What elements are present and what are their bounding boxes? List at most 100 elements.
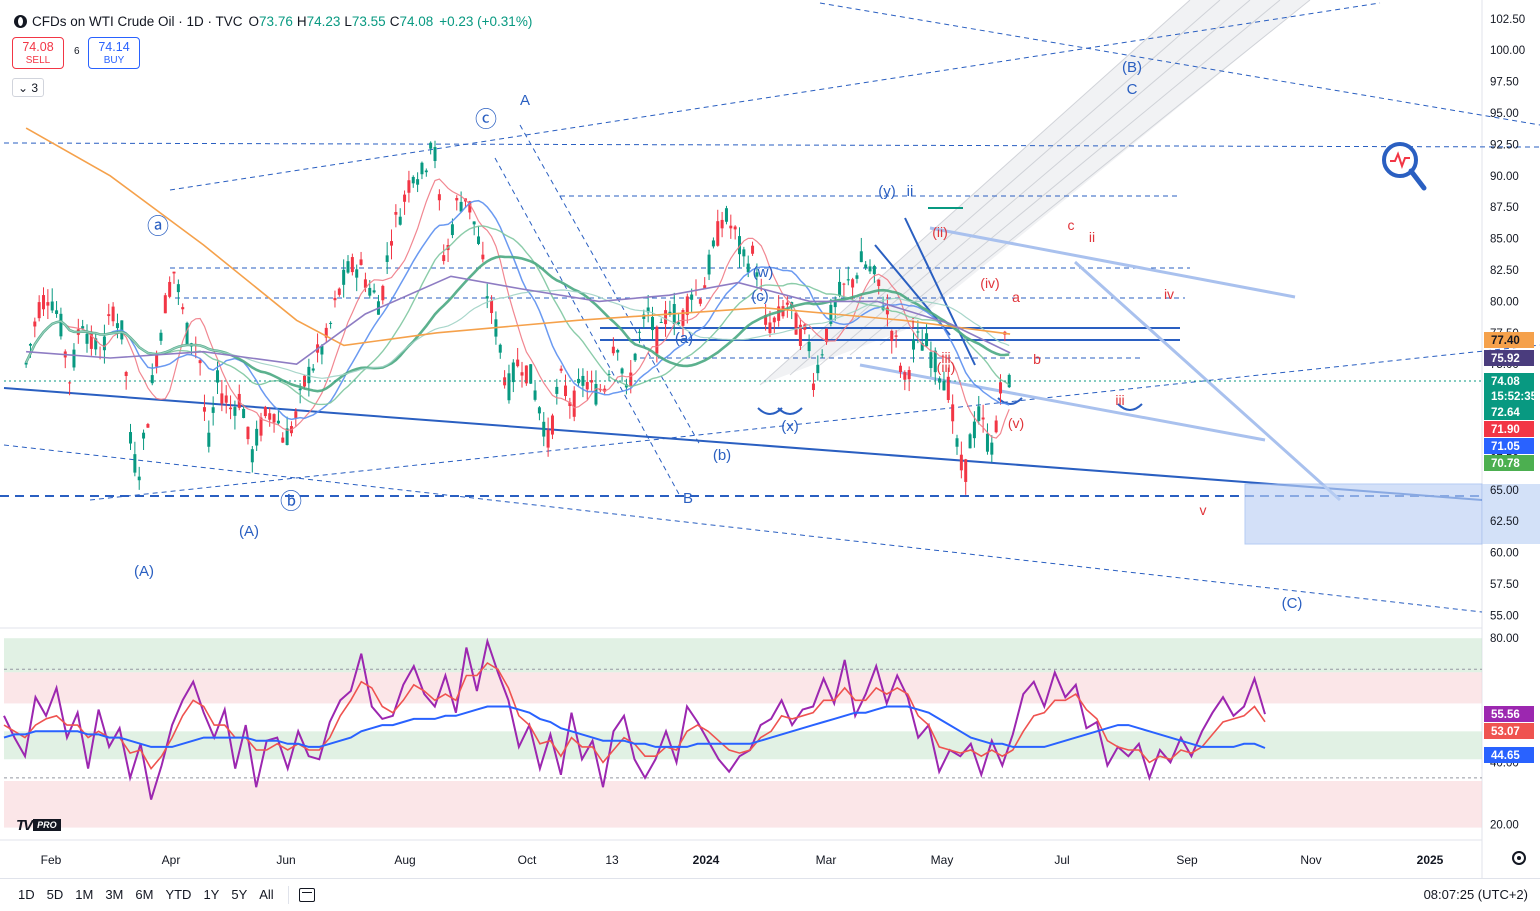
price-tick-label: 80.00 [1490,296,1519,308]
candle-body [707,254,711,275]
clock-display[interactable]: 08:07:25 (UTC+2) [1423,887,1528,902]
candle-body [925,333,929,347]
rsi-tick-label: 20.00 [1490,819,1519,831]
chart-header: CFDs on WTI Crude Oil · 1D · TVC O 73.76 … [14,11,534,31]
candle-body [724,208,728,222]
candle-body [255,428,259,446]
candle-body [285,428,289,446]
candle-body [294,411,298,418]
candle-body [611,346,615,354]
candle-body [28,343,32,346]
candle-body [637,331,641,333]
candle-body [168,281,172,297]
candle-body [585,382,589,390]
price-tick-label: 82.50 [1490,265,1519,277]
timeframe-1m[interactable]: 1M [75,887,94,902]
candle-body [329,322,333,324]
bottom-toolbar: 1D 5D 1M 3M 6M YTD 1Y 5Y All 08:07:25 (U… [0,878,1540,910]
candle-body [429,142,433,149]
candle-body [620,368,624,374]
gear-icon[interactable] [1512,851,1526,865]
calendar-icon[interactable] [298,887,315,902]
candle-body [372,290,376,293]
candle-body [259,417,263,436]
chart-canvas[interactable]: (B)CAB(A)(A)(C)(y) ii(w)(c)(a)(x)(b)ⓒⓐⓑci… [0,0,1540,878]
timeframe-1d[interactable]: 1D [18,887,35,902]
rsi-tick-label: 80.00 [1490,633,1519,645]
candle-body [50,301,54,311]
candle-body [390,241,394,246]
wave-label-red: a [1012,289,1020,305]
candle-body [798,324,802,346]
sell-price: 74.08 [22,40,54,54]
candle-body [89,331,93,349]
candles-group [24,140,1011,495]
timeframe-6m[interactable]: 6M [135,887,154,902]
time-tick-label: Jul [1054,853,1069,867]
candle-body [163,295,167,314]
candle-body [577,378,581,384]
light-channel-top [929,226,1296,299]
price-tick-label: 97.50 [1490,77,1519,89]
symbol-logo-icon [14,14,27,28]
ma-purple [26,275,1011,366]
time-tick-label: Nov [1300,853,1321,867]
price-badge-text: 71.90 [1491,424,1520,436]
candle-body [320,345,324,355]
price-tick-label: 62.50 [1490,516,1519,528]
time-tick-label: Mar [816,853,837,867]
candle-body [964,459,968,482]
candle-body [864,264,868,268]
time-tick-label: May [931,853,954,867]
candle-body [229,407,233,410]
symbol-title[interactable]: CFDs on WTI Crude Oil · 1D · TVC [32,13,243,29]
timeframe-1y[interactable]: 1Y [203,887,220,902]
price-badge-text: 71.05 [1491,441,1520,453]
candle-body [999,382,1003,394]
candle-body [955,438,959,447]
dashed-lower-channel [3,444,1483,613]
candle-body [59,313,63,337]
candle-body [920,342,924,351]
candle-body [651,316,655,331]
candle-body [990,442,994,455]
candle-body [877,279,881,287]
candle-body [459,201,463,212]
target-box [1244,483,1483,545]
price-tick-label: 100.00 [1490,45,1525,57]
candle-body [450,224,454,236]
timeframe-ytd[interactable]: YTD [165,887,192,902]
candle-body [903,372,907,380]
timeframe-3m[interactable]: 3M [105,887,124,902]
candle-body [485,296,489,299]
regression-channel [760,0,1310,385]
rsi-badge [1484,706,1534,722]
candle-body [720,219,724,229]
candle-body [102,336,106,351]
candle-body [220,393,224,404]
channel-line [789,0,1221,376]
candle-body [994,420,998,433]
buy-button[interactable]: 74.14 BUY [88,37,140,69]
candle-body [176,284,180,293]
sell-button[interactable]: 74.08 SELL [12,37,64,69]
candle-body [159,332,163,341]
price-tick-label: 90.00 [1490,171,1519,183]
ma-blue [25,199,1010,421]
candle-body [142,432,146,439]
wave-label-red: (iii) [937,359,956,375]
buy-label: BUY [103,55,125,66]
timeframe-all[interactable]: All [259,887,274,902]
timeframe-5y[interactable]: 5Y [231,887,248,902]
wave-label-blue: ii [907,183,914,200]
price-badge-text: 70.78 [1491,458,1520,470]
indicators-toggle[interactable]: ⌄ 3 [12,78,44,97]
dashed-rising-line [89,344,1540,501]
candle-body [642,314,646,319]
candle-body [537,407,541,414]
candle-body [646,307,650,313]
candle-body [24,362,28,365]
timeframe-5d[interactable]: 5D [46,887,64,902]
candle-body [311,368,315,371]
candle-body [946,376,950,400]
